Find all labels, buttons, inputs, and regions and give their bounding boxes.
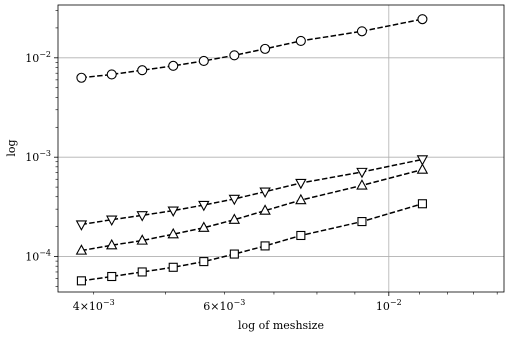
data-point-circle — [169, 61, 178, 70]
series-line — [81, 170, 422, 251]
y-axis-label: log — [5, 139, 18, 156]
grid — [58, 5, 504, 292]
data-point-circle — [418, 15, 427, 24]
series-circle — [77, 15, 427, 83]
data-point-circle — [199, 56, 208, 65]
data-point-square — [169, 263, 177, 271]
plot-frame — [58, 5, 504, 292]
data-point-circle — [296, 36, 305, 45]
data-point-circle — [77, 73, 86, 82]
y-tick-label: 10−4 — [25, 249, 51, 264]
series-line — [81, 19, 422, 78]
data-point-triangle-down — [357, 168, 367, 177]
data-point-square — [200, 258, 208, 266]
data-point-square — [108, 273, 116, 281]
data-point-triangle-up — [357, 180, 367, 189]
data-point-square — [77, 277, 85, 285]
data-point-circle — [261, 44, 270, 53]
data-point-square — [418, 200, 426, 208]
data-point-triangle-up — [296, 195, 306, 204]
data-point-triangle-down — [296, 179, 306, 188]
y-tick-label: 10−3 — [25, 149, 51, 164]
data-point-square — [358, 218, 366, 226]
data-point-circle — [138, 66, 147, 75]
data-point-circle — [357, 27, 366, 36]
data-point-circle — [230, 51, 239, 60]
x-tick-label: 10−2 — [376, 298, 402, 313]
data-point-triangle-down — [77, 221, 87, 230]
data-point-square — [138, 268, 146, 276]
x-axis-label: log of meshsize — [238, 319, 324, 332]
series-triangle-up — [77, 164, 428, 254]
data-point-triangle-up — [418, 164, 428, 173]
series-group — [77, 15, 428, 285]
y-tick-label: 10−2 — [25, 50, 51, 65]
data-point-circle — [107, 70, 116, 79]
x-tick-label: 4×10−3 — [73, 298, 115, 313]
data-point-square — [297, 231, 305, 239]
series-triangle-down — [77, 156, 428, 230]
x-tick-label: 6×10−3 — [203, 298, 245, 313]
ticks: 10−2 4×10−3 6×10−3 10−4 10−3 10−2 — [25, 10, 497, 313]
data-point-square — [230, 250, 238, 258]
data-point-square — [261, 242, 269, 250]
